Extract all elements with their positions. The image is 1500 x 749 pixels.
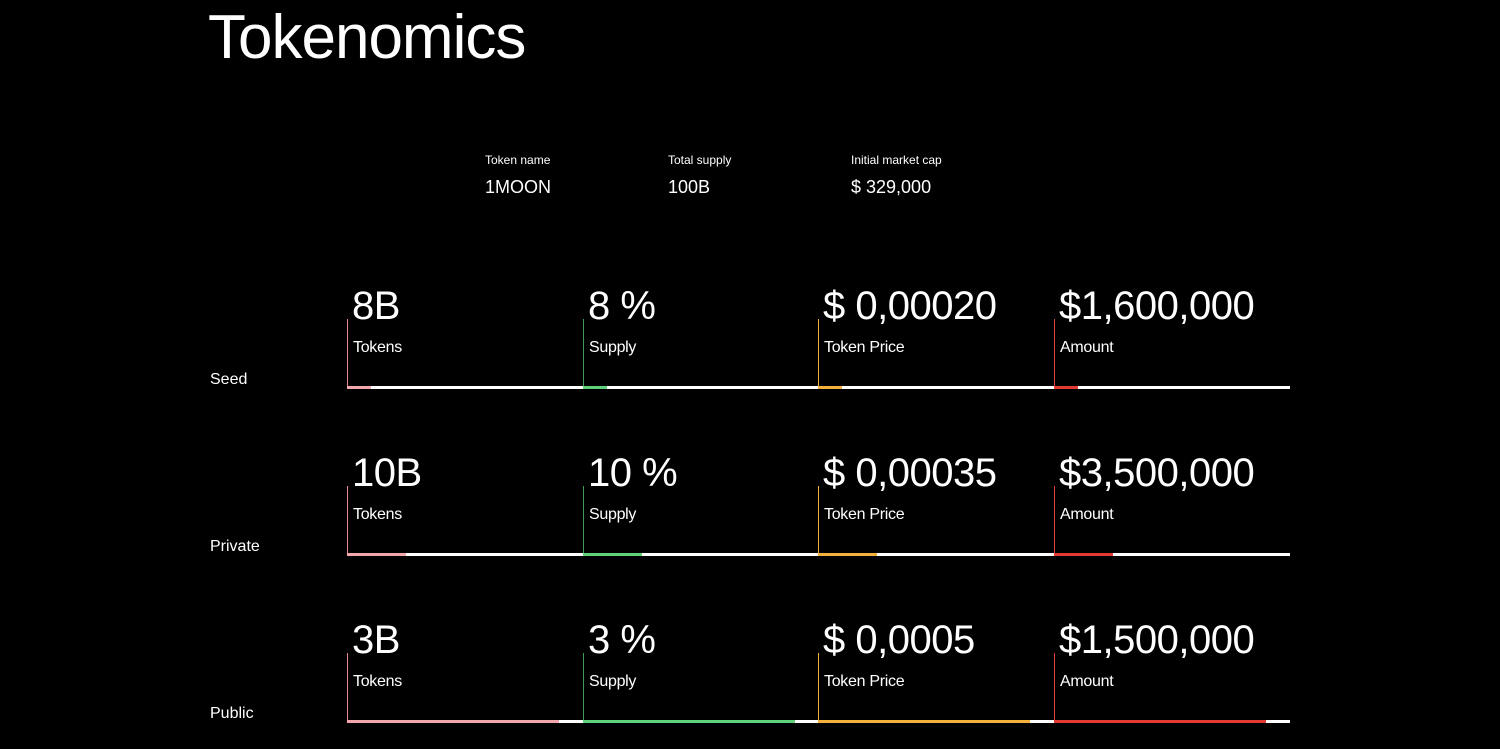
token-price-progress-fill: [818, 553, 877, 556]
total-supply-label: Total supply: [668, 153, 732, 167]
amount-label: Amount: [1060, 506, 1114, 523]
initial-market-cap-value: $ 329,000: [851, 177, 932, 197]
token-price-divider: [818, 653, 819, 723]
page-title: Tokenomics: [208, 3, 526, 72]
supply-label: Supply: [589, 506, 637, 523]
token-price-value: $ 0,00020: [823, 284, 997, 328]
tokens-label: Tokens: [353, 506, 402, 523]
tokens-label: Tokens: [353, 339, 402, 356]
supply-label: Supply: [589, 673, 637, 690]
token-price-label: Token Price: [824, 339, 905, 356]
supply-value: 8 %: [588, 284, 656, 328]
amount-label: Amount: [1060, 339, 1114, 356]
round-name: Seed: [210, 371, 248, 388]
round-name: Public: [210, 705, 254, 722]
token-price-progress-fill: [818, 720, 1030, 723]
amount-divider: [1054, 486, 1055, 556]
amount-cell: $1,600,000 Amount: [1054, 274, 1290, 389]
amount-progress-fill: [1054, 386, 1078, 389]
initial-market-cap-info: Initial market cap $ 329,000: [851, 152, 942, 198]
initial-market-cap-label: Initial market cap: [851, 153, 942, 167]
token-name-label: Token name: [485, 153, 551, 167]
amount-value: $3,500,000: [1059, 451, 1255, 495]
tokens-cell: 3B Tokens: [347, 608, 583, 723]
supply-value: 3 %: [588, 618, 656, 662]
amount-value: $1,600,000: [1059, 284, 1255, 328]
tokens-progress-fill: [347, 386, 371, 389]
token-price-divider: [818, 486, 819, 556]
token-price-cell: $ 0,00035 Token Price: [818, 441, 1054, 556]
supply-cell: 8 % Supply: [583, 274, 819, 389]
tokens-progress-fill: [347, 553, 406, 556]
supply-divider: [583, 319, 584, 389]
token-price-progress-fill: [818, 386, 842, 389]
tokens-value: 3B: [352, 618, 400, 662]
round-name: Private: [210, 538, 260, 555]
amount-value: $1,500,000: [1059, 618, 1255, 662]
total-supply-value: 100B: [668, 177, 711, 197]
token-price-value: $ 0,0005: [823, 618, 975, 662]
tokens-divider: [347, 653, 348, 723]
supply-label: Supply: [589, 339, 637, 356]
supply-value: 10 %: [588, 451, 678, 495]
token-price-value: $ 0,00035: [823, 451, 997, 495]
supply-progress-fill: [583, 553, 642, 556]
token-price-label: Token Price: [824, 506, 905, 523]
supply-cell: 10 % Supply: [583, 441, 819, 556]
amount-cell: $1,500,000 Amount: [1054, 608, 1290, 723]
tokens-progress-fill: [347, 720, 559, 723]
supply-divider: [583, 486, 584, 556]
round-row-private: Private 10B Tokens 10 % Supply $ 0,00035…: [0, 441, 1500, 561]
supply-divider: [583, 653, 584, 723]
tokens-label: Tokens: [353, 673, 402, 690]
amount-progress-fill: [1054, 720, 1266, 723]
tokens-value: 8B: [352, 284, 400, 328]
amount-progress-fill: [1054, 553, 1113, 556]
supply-progress-fill: [583, 720, 795, 723]
tokens-value: 10B: [352, 451, 422, 495]
amount-label: Amount: [1060, 673, 1114, 690]
tokens-cell: 10B Tokens: [347, 441, 583, 556]
round-row-public: Public 3B Tokens 3 % Supply $ 0,0005 Tok…: [0, 608, 1500, 728]
amount-cell: $3,500,000 Amount: [1054, 441, 1290, 556]
round-row-seed: Seed 8B Tokens 8 % Supply $ 0,00020 Toke…: [0, 274, 1500, 394]
supply-progress-fill: [583, 386, 607, 389]
supply-cell: 3 % Supply: [583, 608, 819, 723]
token-price-cell: $ 0,00020 Token Price: [818, 274, 1054, 389]
token-price-cell: $ 0,0005 Token Price: [818, 608, 1054, 723]
tokens-divider: [347, 486, 348, 556]
token-name-info: Token name 1MOON: [485, 152, 551, 198]
tokens-divider: [347, 319, 348, 389]
token-price-label: Token Price: [824, 673, 905, 690]
amount-divider: [1054, 653, 1055, 723]
token-name-value: 1MOON: [485, 177, 552, 197]
total-supply-info: Total supply 100B: [668, 152, 731, 198]
amount-divider: [1054, 319, 1055, 389]
token-price-divider: [818, 319, 819, 389]
tokens-cell: 8B Tokens: [347, 274, 583, 389]
